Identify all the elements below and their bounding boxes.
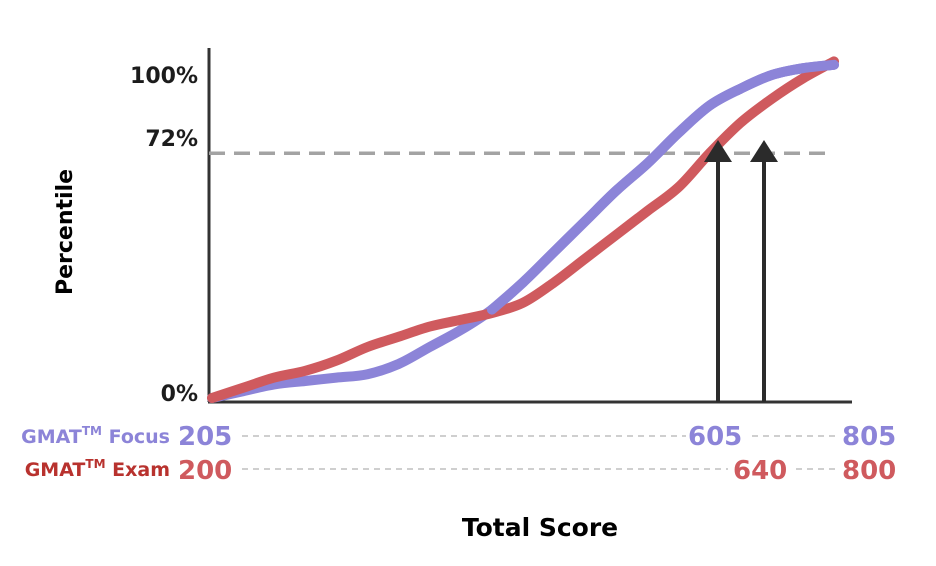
- x-axis-title: Total Score: [462, 513, 618, 542]
- x-tick-exam-640: 640: [733, 456, 787, 486]
- scale-name-gmat-exam: GMATTM Exam: [25, 457, 170, 481]
- x-tick-exam-800: 800: [842, 456, 896, 486]
- y-axis-title: Percentile: [53, 169, 78, 295]
- x-tick-focus-205: 205: [178, 422, 232, 452]
- scale-name-gmat-focus: GMATTM Focus: [21, 424, 170, 448]
- x-tick-focus-605: 605: [688, 422, 742, 452]
- y-tick-72: 72%: [145, 127, 198, 152]
- series-line-gmat-focus: [207, 59, 839, 403]
- arrow-gmat-exam-640: [750, 140, 778, 402]
- scale-row-gmat-exam: GMATTM Exam 200 640 800: [25, 456, 897, 486]
- y-tick-100: 100%: [130, 64, 198, 89]
- x-tick-exam-200: 200: [178, 456, 232, 486]
- series-line-gmat-exam: [207, 56, 839, 403]
- arrow-gmat-focus-605: [704, 140, 732, 402]
- x-tick-focus-805: 805: [842, 422, 896, 452]
- scale-row-gmat-focus: GMATTM Focus 205 605 805: [21, 422, 896, 452]
- y-tick-0: 0%: [161, 382, 198, 407]
- series-line-gmat-focus-overlay: [486, 59, 839, 315]
